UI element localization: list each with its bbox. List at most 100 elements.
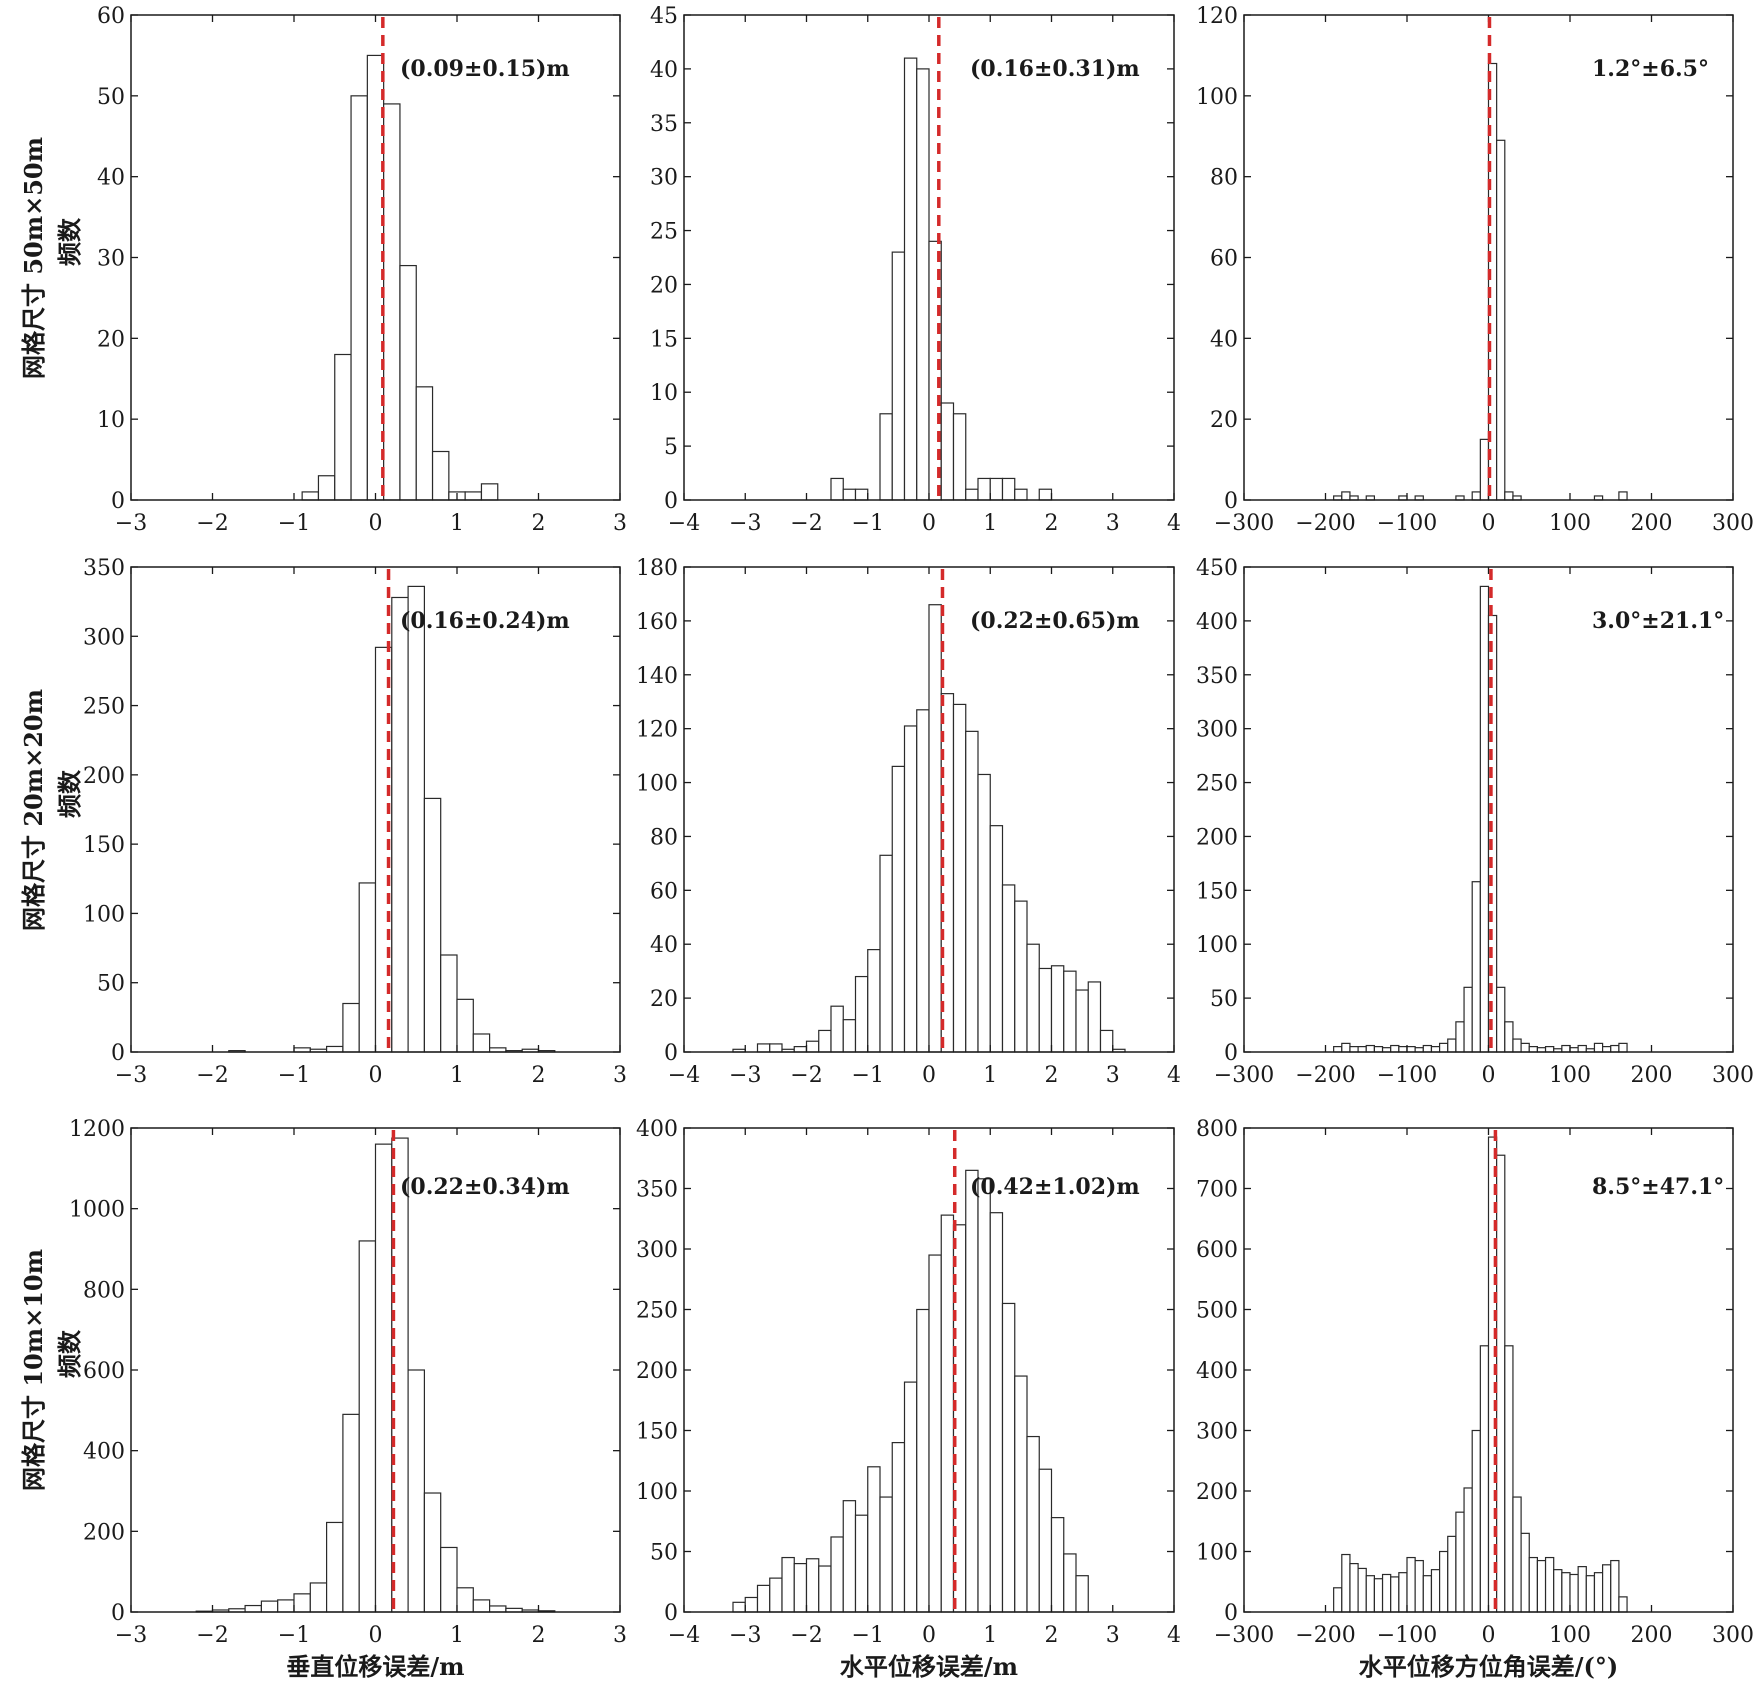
histogram-bar: [1050, 1517, 1065, 1613]
histogram-bar: [1455, 1511, 1465, 1613]
row-frequency-label: 频数: [55, 1329, 84, 1378]
histogram-bar: [756, 1584, 771, 1613]
histogram-bar: [456, 998, 474, 1053]
histogram-bar: [1365, 1575, 1375, 1613]
x-tick-label: 300: [1712, 1063, 1754, 1088]
histogram-bar: [805, 1558, 820, 1613]
histogram-bar: [309, 1582, 328, 1613]
histogram-bar: [1038, 1468, 1053, 1613]
mean-std-annotation: (0.16±0.31)m: [970, 56, 1140, 82]
histogram-bar: [1601, 1046, 1612, 1053]
x-tick-label: 1: [450, 511, 464, 536]
x-tick-label: 0: [369, 511, 383, 536]
histogram-panel-r2-c2: −300 −200 −100 0 100 200 300 0 100 200 300 400 500 60…: [1196, 1117, 1754, 1648]
histogram-bar: [830, 1005, 844, 1053]
histogram-bar: [952, 703, 967, 1053]
histogram-bar: [928, 240, 942, 501]
y-tick-label: 0: [111, 489, 125, 514]
x-tick-label: −300: [1214, 1063, 1274, 1088]
y-tick-label: 60: [97, 4, 125, 29]
histogram-bar: [1471, 491, 1481, 501]
histogram-bar: [977, 1178, 991, 1613]
y-tick-label: 100: [1196, 85, 1238, 110]
histogram-bar: [1390, 1576, 1400, 1613]
histogram-bar: [879, 413, 893, 501]
x-tick-label: −2: [196, 511, 228, 536]
x-axis-label-col-2: 水平位移方位角误差/(°): [1359, 1652, 1618, 1681]
histogram-bar: [1398, 1572, 1408, 1613]
histogram-bar: [916, 68, 930, 501]
x-tick-label: 2: [532, 1623, 546, 1648]
y-tick-label: 150: [83, 833, 125, 858]
x-tick-label: 0: [1482, 1623, 1496, 1648]
x-tick-label: 2: [532, 511, 546, 536]
histogram-panel-r1-c0: −3 −2 −1 0 1 2 3 0 50 100 150 200 250 300 350 (0.16±0.2…: [83, 556, 627, 1088]
histogram-bar: [977, 773, 991, 1053]
histogram-bar: [1618, 491, 1628, 501]
y-tick-label: 200: [1196, 1480, 1238, 1505]
histogram-bar: [1463, 1487, 1473, 1613]
x-tick-label: 4: [1167, 1063, 1181, 1088]
y-tick-label: 0: [664, 1601, 678, 1626]
y-tick-label: 60: [650, 879, 678, 904]
x-tick-label: −1: [852, 1623, 884, 1648]
histogram-bar: [1504, 1345, 1514, 1613]
y-tick-label: 350: [636, 1178, 678, 1203]
histogram-bar: [1577, 1566, 1587, 1613]
y-tick-label: 400: [1196, 1359, 1238, 1384]
histogram-bar: [374, 1143, 393, 1613]
x-tick-label: −3: [115, 511, 147, 536]
histogram-panel-r2-c1: −4 −3 −2 −1 0 1 2 3 4 0 50 100 150 200 250 300 350 400 (0.…: [636, 1117, 1181, 1648]
y-tick-label: 400: [1196, 610, 1238, 635]
histogram-bar: [1406, 1046, 1416, 1053]
x-tick-label: −4: [668, 1623, 700, 1648]
histogram-bar: [1341, 491, 1351, 501]
x-tick-label: 3: [613, 1623, 627, 1648]
histogram-bar: [842, 1500, 857, 1613]
histogram-bar: [879, 854, 893, 1053]
histogram-bar: [1585, 1575, 1596, 1613]
y-tick-label: 30: [650, 166, 678, 191]
histogram-bar: [1349, 1046, 1359, 1053]
y-tick-label: 120: [636, 718, 678, 743]
histogram-bar: [940, 1214, 955, 1613]
histogram-bar: [769, 1043, 783, 1053]
histogram-bar: [1569, 1573, 1579, 1613]
histogram-bar: [891, 1441, 906, 1613]
histogram-bar: [260, 1600, 279, 1613]
y-tick-label: 200: [1196, 825, 1238, 850]
x-tick-label: 2: [1045, 1063, 1059, 1088]
x-tick-label: 1: [983, 1063, 997, 1088]
histogram-bar: [1544, 1556, 1555, 1613]
histogram-bar: [756, 1043, 771, 1053]
histogram-bar: [965, 488, 979, 501]
histogram-bar: [1381, 1573, 1392, 1613]
x-tick-label: −300: [1214, 1623, 1274, 1648]
y-tick-label: 350: [83, 556, 125, 581]
histogram-bar: [1544, 1046, 1555, 1053]
histogram-bar: [244, 1604, 263, 1613]
histogram-bar: [1349, 1562, 1359, 1613]
histogram-bar: [326, 1045, 344, 1053]
mean-std-annotation: (0.16±0.24)m: [400, 608, 570, 634]
histogram-bar: [1050, 965, 1065, 1053]
x-tick-label: −2: [790, 1063, 822, 1088]
histogram-bar: [1341, 1553, 1351, 1613]
y-tick-label: 250: [83, 695, 125, 720]
histogram-bar: [916, 709, 930, 1053]
row-frequency-label: 频数: [55, 217, 84, 266]
x-tick-label: −1: [278, 1623, 310, 1648]
histogram-bar: [1496, 986, 1506, 1053]
histogram-panel-r0-c1: −4 −3 −2 −1 0 1 2 3 4051015202530354045(0.16±0.3…: [650, 4, 1181, 536]
histogram-bar: [1001, 884, 1016, 1053]
x-tick-label: −3: [729, 1063, 761, 1088]
x-tick-label: −100: [1377, 511, 1437, 536]
histogram-bar: [350, 95, 368, 501]
y-tick-label: 0: [664, 1041, 678, 1066]
histogram-bar: [940, 402, 955, 501]
y-tick-label: 1200: [69, 1117, 125, 1142]
histogram-bar: [293, 1593, 311, 1613]
histogram-bar: [1390, 1044, 1400, 1053]
histogram-bar: [358, 1240, 377, 1613]
histogram-bar: [489, 1605, 507, 1613]
